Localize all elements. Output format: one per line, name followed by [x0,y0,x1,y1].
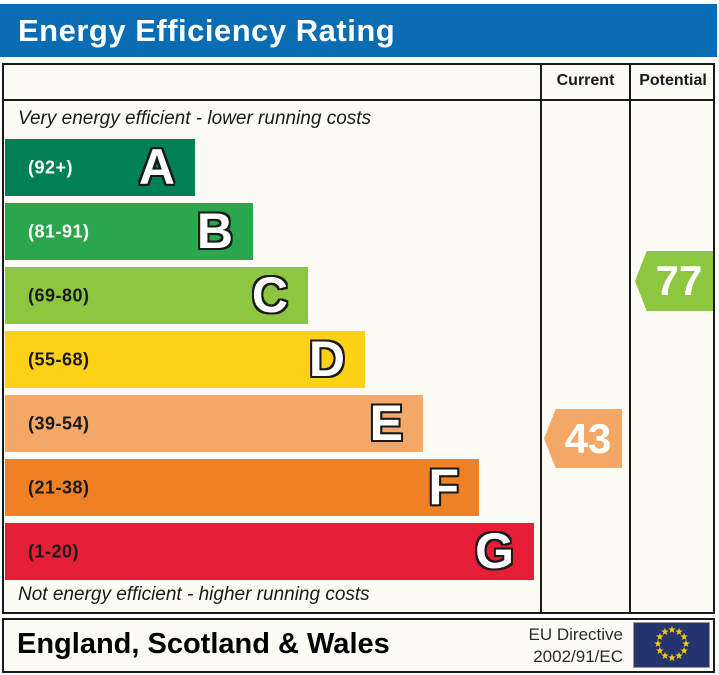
page-title: Energy Efficiency Rating [18,13,396,48]
band-range-label: (81-91) [28,221,90,241]
footer-bar: England, Scotland & Wales EU Directive 2… [2,618,715,673]
band-letter: E [369,394,403,451]
current-column-divider [540,63,542,614]
eu-flag-star: ★ [667,625,677,636]
potential-column-divider [629,63,631,614]
eu-flag-star: ★ [681,639,691,650]
eu-flag-star: ★ [655,646,665,657]
potential-rating-arrow: 77 [635,251,713,311]
rating-band-E: (39-54) E [5,395,423,452]
band-range-label: (92+) [28,157,74,177]
header-divider [2,99,715,101]
eu-flag-star: ★ [655,632,665,643]
rating-band-A: (92+) A [5,139,195,196]
band-letter: B [196,202,233,259]
rating-band-F: (21-38) F [5,459,479,516]
eu-flag-star: ★ [674,651,684,663]
title-bar: Energy Efficiency Rating [0,4,717,57]
potential-column-header: Potential [639,72,707,89]
band-range-label: (21-38) [28,477,90,497]
band-letter: D [308,330,345,387]
current-column-header: Current [556,72,615,89]
band-letter: F [428,458,459,515]
eu-directive-line1: EU Directive [528,624,623,644]
rating-table: Current Potential Very energy efficient … [2,63,715,614]
rating-band-C: (69-80) C [5,267,308,324]
band-range-label: (69-80) [28,285,90,305]
current-rating-value: 43 [564,414,612,462]
eu-directive-line2: 2002/91/EC [533,646,623,666]
eu-flag-icon: ★ ★ ★ ★ ★ ★ ★ ★ ★ ★ ★ ★ [633,622,710,668]
eu-directive-label: EU Directive 2002/91/EC [529,623,623,667]
current-rating-arrow: 43 [544,409,622,468]
band-letter: G [475,522,514,579]
band-range-label: (1-20) [28,541,80,561]
band-range-label: (39-54) [28,413,90,433]
eu-flag-star: ★ [679,646,689,657]
band-letter: C [251,266,288,323]
eu-flag-star: ★ [674,626,684,638]
band-letter: A [138,138,175,195]
eu-flag-star: ★ [660,626,670,638]
rating-band-G: (1-20) G [5,523,534,580]
band-range-label: (55-68) [28,349,90,369]
eu-flag-star: ★ [667,653,677,664]
eu-flag-star: ★ [679,632,689,643]
eu-flag-star: ★ [653,639,663,650]
rating-band-D: (55-68) D [5,331,365,388]
bottom-caption: Not energy efficient - higher running co… [18,584,370,605]
region-label: England, Scotland & Wales [17,628,390,660]
top-caption: Very energy efficient - lower running co… [18,108,372,129]
potential-rating-value: 77 [655,257,703,304]
eu-flag-star: ★ [660,651,670,663]
rating-band-B: (81-91) B [5,203,253,260]
